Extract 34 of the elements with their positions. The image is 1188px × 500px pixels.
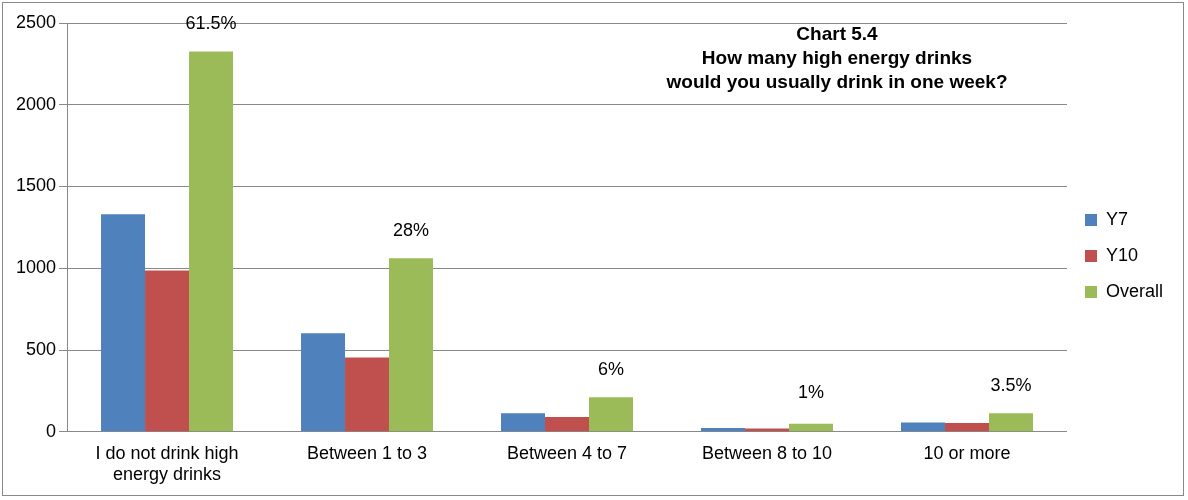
y-tick-label: 2000 — [16, 93, 57, 114]
bar — [189, 51, 234, 432]
bar — [345, 357, 390, 432]
bar — [501, 413, 546, 432]
text: Chart 5.4 How many high energy drinks would you usually drink in one week? — [665, 22, 1008, 92]
bar — [789, 423, 833, 432]
x-tick-label: Between 8 to 10 — [701, 442, 833, 463]
legend-label: Y10 — [1105, 244, 1139, 265]
bar — [901, 422, 945, 432]
annotation: 3.5% — [990, 375, 1032, 396]
x-tick-label: 10 or more — [923, 442, 1011, 463]
bar — [545, 416, 590, 432]
bar — [944, 422, 989, 432]
bar — [101, 214, 146, 432]
x-tick-label: I do not drink high energy drinks — [95, 442, 239, 485]
y-tick-label: 1000 — [16, 257, 57, 278]
x-tick-label: Between 1 to 3 — [306, 442, 428, 463]
bar — [589, 397, 634, 432]
bar — [389, 258, 434, 432]
bar — [301, 333, 346, 432]
legend-label: Overall — [1105, 280, 1163, 301]
bar — [145, 270, 190, 432]
annotation: 28% — [393, 220, 430, 241]
annotation: 61.5% — [185, 13, 237, 34]
y-tick-label: 2500 — [16, 11, 57, 32]
annotation: 1% — [797, 381, 825, 402]
bar — [701, 428, 745, 432]
legend-label: Y7 — [1105, 208, 1129, 229]
y-tick-label: 0 — [46, 420, 57, 441]
y-tick-label: 1500 — [16, 175, 57, 196]
y-tick-label: 500 — [26, 339, 57, 360]
x-tick-label: Between 4 to 7 — [506, 442, 628, 463]
annotation: 6% — [598, 359, 625, 380]
bar — [988, 413, 1033, 432]
